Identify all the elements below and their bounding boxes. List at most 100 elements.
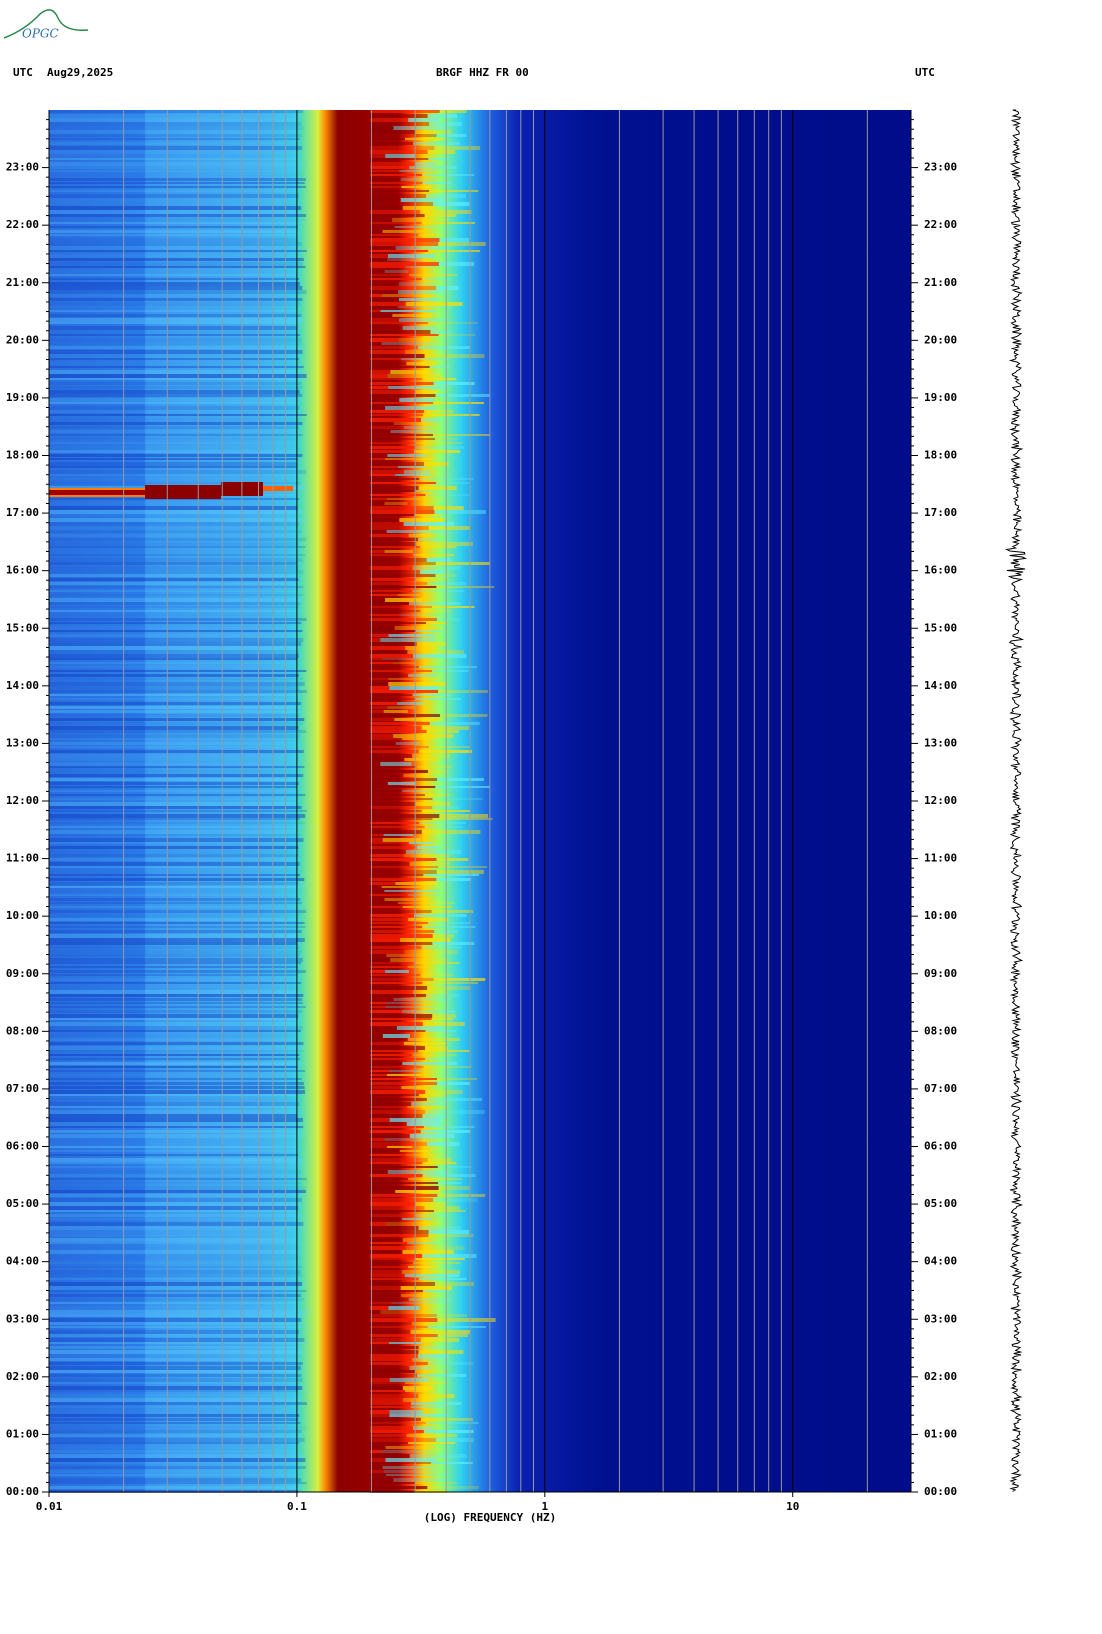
stripe bbox=[49, 406, 300, 410]
stripe bbox=[370, 138, 406, 140]
stripe bbox=[49, 146, 303, 150]
stripe bbox=[407, 650, 465, 654]
stripe bbox=[439, 238, 469, 242]
stripe bbox=[49, 938, 305, 942]
stripe bbox=[49, 1002, 304, 1004]
stripe bbox=[370, 1230, 429, 1234]
y-tick-label: 18:00 bbox=[924, 449, 957, 462]
stripe bbox=[49, 1286, 304, 1290]
stripe bbox=[49, 510, 303, 514]
stripe bbox=[418, 1394, 455, 1398]
stripe bbox=[49, 1402, 307, 1405]
stripe bbox=[397, 594, 420, 596]
stripe bbox=[370, 826, 425, 828]
stripe bbox=[49, 770, 300, 773]
stripe bbox=[49, 302, 301, 306]
stripe bbox=[370, 414, 424, 416]
stripe bbox=[370, 198, 401, 202]
y-tick-label: 23:00 bbox=[6, 161, 39, 174]
stripe bbox=[49, 158, 300, 160]
stripe bbox=[370, 1110, 426, 1114]
stripe bbox=[370, 518, 400, 522]
stripe bbox=[384, 1138, 437, 1141]
stripe bbox=[370, 894, 408, 896]
stripe bbox=[406, 1122, 442, 1126]
stripe bbox=[370, 1234, 429, 1237]
stripe bbox=[370, 830, 422, 834]
stripe bbox=[370, 478, 420, 480]
stripe bbox=[49, 830, 298, 834]
stripe bbox=[370, 914, 415, 917]
stripe bbox=[370, 378, 423, 380]
stripe bbox=[380, 638, 436, 642]
stripe bbox=[370, 1378, 390, 1382]
stripe bbox=[370, 326, 403, 330]
stripe bbox=[424, 462, 449, 466]
stripe bbox=[49, 1022, 299, 1026]
stripe bbox=[437, 778, 484, 781]
stripe bbox=[49, 1118, 303, 1122]
stripe bbox=[408, 534, 432, 537]
stripe bbox=[49, 534, 304, 537]
stripe bbox=[49, 1110, 305, 1114]
y-tick-label: 21:00 bbox=[924, 276, 957, 289]
stripe bbox=[370, 1446, 386, 1449]
stripe bbox=[370, 1398, 403, 1402]
stripe bbox=[370, 1174, 423, 1177]
y-tick-label: 04:00 bbox=[924, 1255, 957, 1268]
stripe bbox=[411, 1322, 450, 1325]
stripe bbox=[401, 186, 432, 188]
stripe bbox=[370, 318, 400, 322]
stripe bbox=[370, 1086, 402, 1089]
stripe bbox=[49, 182, 305, 184]
stripe bbox=[427, 582, 467, 585]
stripe bbox=[49, 698, 301, 700]
stripe bbox=[49, 1174, 298, 1177]
stripe bbox=[49, 378, 304, 380]
stripe bbox=[388, 1306, 420, 1310]
stripe bbox=[49, 1362, 303, 1365]
stripe bbox=[49, 1126, 304, 1128]
stripe bbox=[425, 794, 450, 796]
stripe bbox=[424, 214, 457, 217]
stripe bbox=[49, 642, 302, 646]
stripe bbox=[370, 298, 399, 301]
stripe bbox=[370, 438, 435, 440]
stripe bbox=[49, 810, 307, 812]
stripe bbox=[49, 934, 300, 938]
stripe bbox=[49, 1354, 302, 1358]
stripe bbox=[49, 690, 307, 693]
stripe bbox=[49, 566, 299, 570]
stripe bbox=[423, 1066, 472, 1068]
stripe bbox=[49, 218, 306, 222]
stripe bbox=[370, 1262, 414, 1264]
stripe bbox=[49, 1474, 299, 1476]
stripe bbox=[436, 1314, 468, 1317]
stripe bbox=[370, 870, 437, 874]
stripe bbox=[370, 574, 436, 577]
y-tick-label: 23:00 bbox=[924, 161, 957, 174]
stripe bbox=[49, 1310, 307, 1314]
stripe bbox=[370, 1214, 415, 1217]
y-tick-label: 19:00 bbox=[924, 391, 957, 404]
stripe bbox=[49, 618, 307, 621]
stripe bbox=[49, 902, 302, 904]
stripe bbox=[49, 398, 305, 402]
stripe bbox=[49, 1030, 301, 1032]
stripe bbox=[402, 206, 435, 210]
stripe bbox=[49, 702, 302, 705]
stripe bbox=[370, 418, 421, 422]
stripe bbox=[370, 266, 405, 268]
stripe bbox=[432, 942, 475, 945]
stripe bbox=[370, 1370, 416, 1373]
y-tick-label: 20:00 bbox=[6, 333, 39, 346]
stripe bbox=[49, 1142, 301, 1146]
y-tick-label: 12:00 bbox=[924, 794, 957, 807]
stripe bbox=[370, 566, 413, 570]
stripe bbox=[49, 874, 301, 876]
stripe bbox=[370, 1010, 402, 1013]
stripe bbox=[370, 1242, 408, 1244]
stripe bbox=[404, 758, 440, 761]
logo-curve bbox=[3, 9, 89, 39]
stripe bbox=[419, 822, 466, 824]
